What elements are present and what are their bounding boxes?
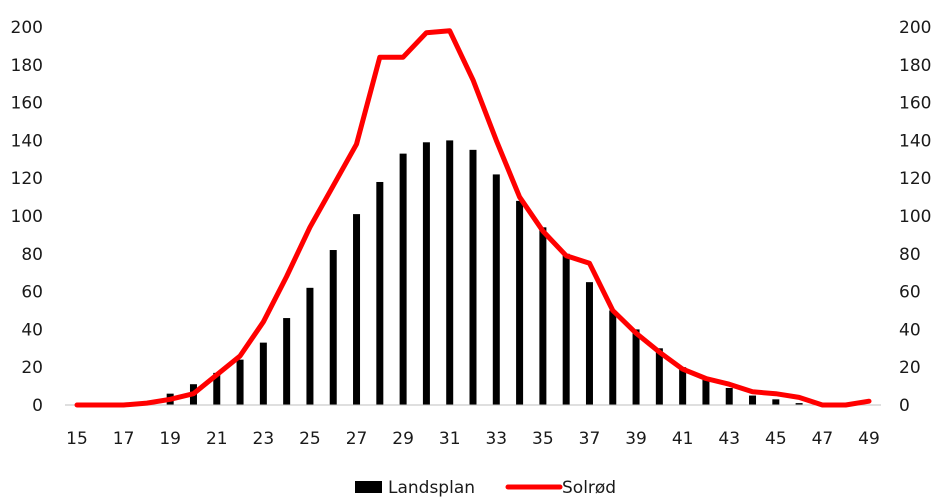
y-tick-label-left: 120 <box>11 169 43 189</box>
bar-landsplan <box>469 149 477 405</box>
bar-landsplan <box>679 367 687 405</box>
bar-landsplan <box>306 287 314 405</box>
x-tick-label: 29 <box>392 429 414 449</box>
legend-label-solrod: Solrød <box>562 478 616 497</box>
bar-landsplan <box>725 387 733 405</box>
y-tick-label-left: 60 <box>21 283 43 303</box>
bar-landsplan <box>539 227 547 405</box>
y-tick-label-left: 40 <box>21 320 43 340</box>
bar-landsplan <box>702 378 710 405</box>
x-tick-label: 27 <box>346 429 368 449</box>
x-tick-label: 33 <box>485 429 507 449</box>
bar-landsplan <box>353 214 361 405</box>
bar-landsplan <box>492 174 500 405</box>
y-tick-label-left: 200 <box>11 18 43 38</box>
x-axis: 15 17 19 21 23 25 27 29 31 33 35 37 39 41 43 45 47 49 <box>66 429 880 449</box>
bar-landsplan <box>213 372 221 405</box>
x-tick-label: 41 <box>672 429 694 449</box>
bar-landsplan <box>283 318 291 405</box>
bar-landsplan <box>795 403 803 405</box>
y-tick-label-right: 140 <box>899 131 931 151</box>
bar-landsplan <box>632 329 640 405</box>
x-tick-label: 37 <box>579 429 601 449</box>
y-tick-label-left: 80 <box>21 245 43 265</box>
y-tick-label-right: 100 <box>899 207 931 227</box>
y-tick-label-right: 80 <box>899 245 921 265</box>
y-tick-label-left: 140 <box>11 131 43 151</box>
x-tick-label: 31 <box>439 429 461 449</box>
y-tick-label-left: 20 <box>21 358 43 378</box>
y-tick-label-left: 180 <box>11 56 43 76</box>
x-tick-label: 43 <box>718 429 740 449</box>
y-tick-label-left: 0 <box>32 396 43 416</box>
bar-landsplan <box>749 395 757 405</box>
bar-landsplan <box>399 153 407 405</box>
line-solrod <box>74 28 872 408</box>
x-tick-label: 45 <box>765 429 787 449</box>
y-tick-label-right: 120 <box>899 169 931 189</box>
bar-landsplan <box>376 181 384 405</box>
y-axis-right: 0 20 40 60 80 100 120 140 160 180 200 <box>899 18 931 416</box>
bar-landsplan <box>446 140 454 405</box>
y-tick-label-right: 40 <box>899 320 921 340</box>
y-tick-label-right: 200 <box>899 18 931 38</box>
y-axis-left: 0 20 40 60 80 100 120 140 160 180 200 <box>11 18 43 416</box>
x-tick-label: 35 <box>532 429 554 449</box>
x-tick-label: 23 <box>253 429 275 449</box>
y-tick-label-right: 60 <box>899 283 921 303</box>
bar-landsplan <box>585 282 593 405</box>
x-tick-label: 19 <box>159 429 181 449</box>
x-tick-label: 49 <box>858 429 880 449</box>
bar-landsplan <box>516 200 524 405</box>
x-tick-label: 17 <box>113 429 135 449</box>
x-tick-label: 25 <box>299 429 321 449</box>
x-tick-label: 47 <box>812 429 834 449</box>
x-tick-label: 21 <box>206 429 228 449</box>
bar-landsplan <box>259 342 267 405</box>
x-tick-label: 39 <box>625 429 647 449</box>
bar-landsplan <box>772 399 780 405</box>
y-tick-label-right: 0 <box>899 396 910 416</box>
y-tick-label-right: 160 <box>899 94 931 114</box>
bar-landsplan <box>562 253 570 405</box>
bar-landsplan <box>609 310 617 405</box>
legend: Landsplan Solrød <box>355 478 616 497</box>
x-tick-label: 15 <box>66 429 88 449</box>
legend-label-landsplan: Landsplan <box>388 478 475 497</box>
bar-landsplan <box>422 142 430 406</box>
bar-landsplan <box>236 359 244 405</box>
bars-landsplan <box>143 140 803 406</box>
legend-swatch-landsplan <box>355 481 382 493</box>
y-tick-label-right: 180 <box>899 56 931 76</box>
y-tick-label-left: 160 <box>11 94 43 114</box>
y-tick-label-right: 20 <box>899 358 921 378</box>
y-tick-label-left: 100 <box>11 207 43 227</box>
bar-landsplan <box>655 348 663 405</box>
bar-landsplan <box>329 250 337 405</box>
